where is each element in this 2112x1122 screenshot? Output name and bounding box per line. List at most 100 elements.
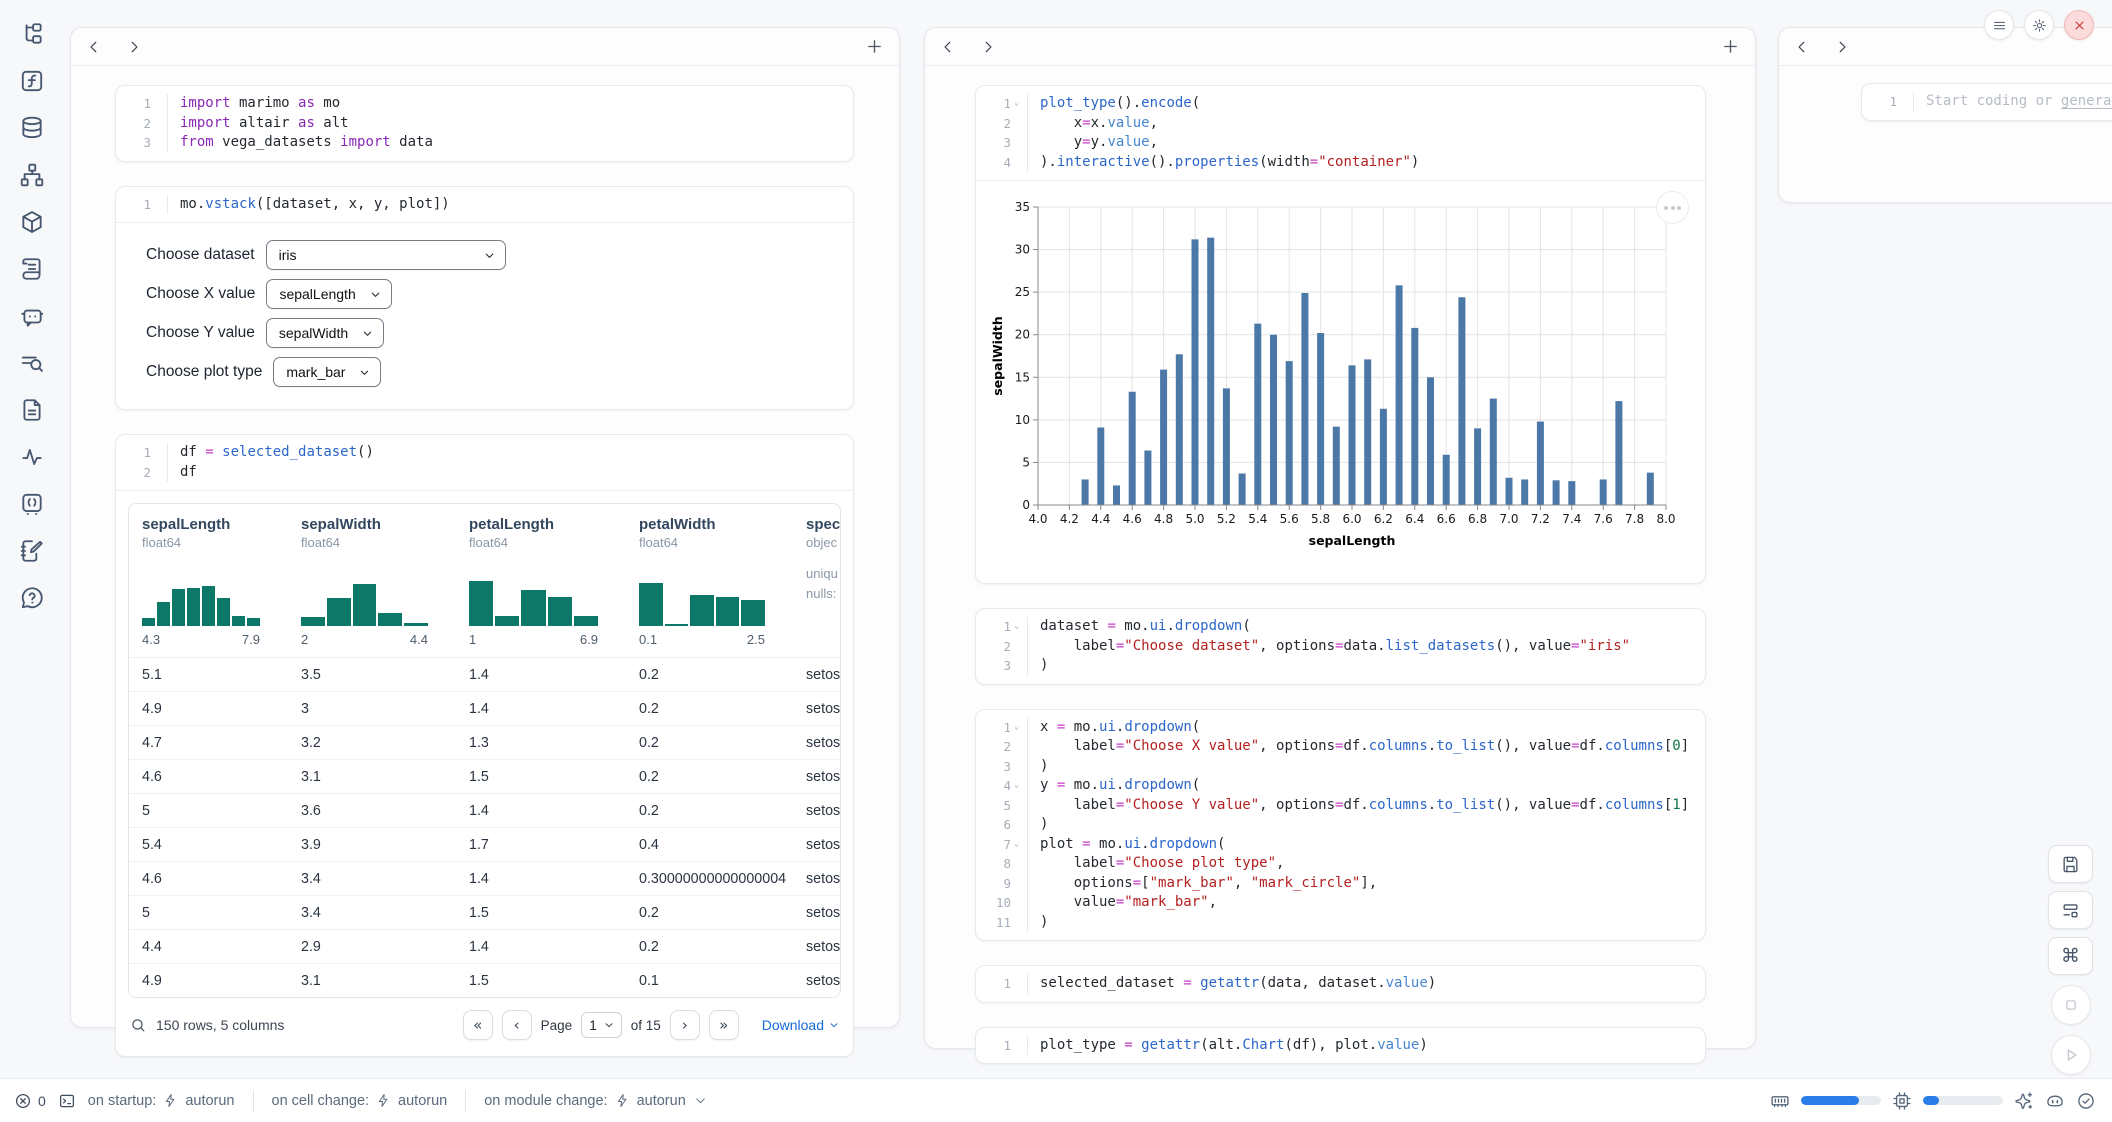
svg-text:10: 10 [1015, 413, 1030, 427]
altair-bar-chart[interactable]: 4.04.24.44.64.85.05.25.45.65.86.06.26.46… [990, 195, 1697, 567]
bot-chat-icon [19, 303, 45, 329]
y-value-select[interactable]: sepalWidth [266, 318, 384, 348]
sidebar-item-snippets[interactable] [14, 486, 50, 522]
search-icon[interactable] [130, 1017, 147, 1034]
download-button[interactable]: Download [762, 1017, 839, 1033]
column-histogram [639, 562, 765, 626]
x-value-select[interactable]: sepalLength [266, 279, 391, 309]
on-module-change-setting[interactable]: on module change: autorun [484, 1093, 708, 1109]
sidebar-item-outline[interactable] [14, 392, 50, 428]
run-button[interactable] [2051, 1035, 2091, 1075]
add-column-button[interactable] [1722, 38, 1739, 55]
sidebar-item-ai-chat[interactable] [14, 298, 50, 334]
first-page-button[interactable]: « [463, 1010, 493, 1040]
move-column-right-button[interactable] [127, 40, 141, 54]
column-header-speci[interactable]: speciobjecuniqunulls: [793, 516, 841, 647]
code-editor[interactable]: 1selected_dataset = getattr(data, datase… [976, 966, 1705, 1002]
prev-page-button[interactable]: ‹ [502, 1010, 532, 1040]
column-histogram [142, 562, 260, 626]
svg-text:5.0: 5.0 [1185, 512, 1204, 526]
dataframe-output: sepalLengthfloat644.37.9sepalWidthfloat6… [116, 503, 853, 1056]
column-header-sepalLength[interactable]: sepalLengthfloat644.37.9 [129, 516, 288, 647]
code-placeholder[interactable]: Start coding or generate with [1913, 92, 2112, 112]
on-cell-change-setting[interactable]: on cell change: autorun [272, 1093, 448, 1109]
menu-button[interactable] [1984, 10, 2014, 40]
cell-dataframe[interactable]: 1df = selected_dataset()2df sepalLengthf… [115, 434, 854, 1057]
cell-plot-type[interactable]: 1plot_type = getattr(alt.Chart(df), plot… [975, 1027, 1706, 1065]
notebook-pen-icon [19, 538, 45, 564]
sidebar-item-variables[interactable] [14, 63, 50, 99]
cell-chart[interactable]: 1⌄plot_type().encode(2 x=x.value,3 y=y.v… [975, 85, 1706, 584]
plot-type-select[interactable]: mark_bar [273, 357, 381, 387]
widget-label: Choose dataset [146, 246, 255, 264]
chart-actions-button[interactable] [1656, 191, 1689, 224]
sidebar-item-datasources[interactable] [14, 110, 50, 146]
connection-status-button[interactable] [2076, 1091, 2096, 1111]
column-header-sepalWidth[interactable]: sepalWidthfloat6424.4 [288, 516, 456, 647]
column-header-petalLength[interactable]: petalLengthfloat6416.9 [456, 516, 626, 647]
select-value: sepalWidth [279, 325, 348, 341]
lightning-bolt-icon [615, 1093, 630, 1108]
shutdown-button[interactable] [2064, 10, 2094, 40]
table-row: 53.61.40.2setos [129, 793, 840, 827]
stop-icon [2062, 996, 2080, 1014]
code-editor[interactable]: 1⌄dataset = mo.ui.dropdown(2 label="Choo… [976, 609, 1705, 684]
cell-empty[interactable]: 1 Start coding or generate with [1861, 83, 2112, 121]
column-histogram [469, 562, 598, 626]
status-bar: 0 on startup: autorun on cell change: au… [0, 1078, 2112, 1122]
code-editor[interactable]: 1df = selected_dataset()2df [116, 435, 853, 491]
errors-button[interactable]: 0 [14, 1092, 46, 1110]
svg-text:4.6: 4.6 [1123, 512, 1142, 526]
last-page-button[interactable]: » [709, 1010, 739, 1040]
sidebar-item-tracing[interactable] [14, 439, 50, 475]
chevron-down-icon [362, 328, 373, 339]
code-editor[interactable]: 1import marimo as mo2import altair as al… [116, 86, 853, 161]
select-value: sepalLength [279, 286, 355, 302]
move-column-left-button[interactable] [941, 40, 955, 54]
code-editor[interactable]: 1⌄x = mo.ui.dropdown(2 label="Choose X v… [976, 710, 1705, 941]
code-editor[interactable]: 1⌄plot_type().encode(2 x=x.value,3 y=y.v… [976, 86, 1705, 181]
sidebar [0, 0, 64, 1078]
cell-dataset-dropdown[interactable]: 1⌄dataset = mo.ui.dropdown(2 label="Choo… [975, 608, 1706, 685]
code-editor[interactable]: 1plot_type = getattr(alt.Chart(df), plot… [976, 1028, 1705, 1064]
column-header-petalWidth[interactable]: petalWidthfloat640.12.5 [626, 516, 793, 647]
page-select[interactable]: 1 [581, 1012, 622, 1038]
move-column-right-button[interactable] [981, 40, 995, 54]
sidebar-item-dependency-graph[interactable] [14, 157, 50, 193]
code-editor[interactable]: 1mo.vstack([dataset, x, y, plot]) [116, 187, 853, 224]
chart-output[interactable]: 4.04.24.44.64.85.05.25.45.65.86.06.26.46… [976, 181, 1705, 583]
settings-button[interactable] [2024, 10, 2054, 40]
sidebar-item-files[interactable] [14, 16, 50, 52]
setting-label: on cell change: [272, 1093, 370, 1109]
move-column-left-button[interactable] [1795, 40, 1809, 54]
command-palette-button[interactable]: ⌘ [2048, 937, 2093, 975]
add-column-button[interactable] [866, 38, 883, 55]
copilot-button[interactable] [2045, 1091, 2065, 1111]
setting-value: autorun [637, 1093, 686, 1109]
cell-selected-dataset[interactable]: 1selected_dataset = getattr(data, datase… [975, 965, 1706, 1003]
cell-xy-plot-dropdowns[interactable]: 1⌄x = mo.ui.dropdown(2 label="Choose X v… [975, 709, 1706, 942]
save-button[interactable] [2048, 845, 2093, 883]
dataset-select[interactable]: iris [266, 240, 506, 270]
page-of-label: of 15 [631, 1018, 661, 1033]
sidebar-item-documentation[interactable] [14, 251, 50, 287]
next-page-button[interactable]: › [670, 1010, 700, 1040]
sidebar-item-scratchpad[interactable] [14, 533, 50, 569]
sidebar-item-help[interactable] [14, 580, 50, 616]
stop-button[interactable] [2051, 985, 2091, 1025]
terminal-button[interactable] [58, 1092, 76, 1110]
cell-vstack[interactable]: 1mo.vstack([dataset, x, y, plot]) Choose… [115, 186, 854, 411]
move-column-left-button[interactable] [87, 40, 101, 54]
sidebar-item-logs[interactable] [14, 345, 50, 381]
cell-imports[interactable]: 1import marimo as mo2import altair as al… [115, 85, 854, 162]
code-editor[interactable]: 1 Start coding or generate with [1862, 84, 2112, 120]
check-circle-icon [2076, 1091, 2096, 1111]
memory-icon [1770, 1091, 1790, 1111]
layout-button[interactable] [2048, 891, 2093, 929]
sidebar-item-packages[interactable] [14, 204, 50, 240]
ai-assist-button[interactable] [2014, 1091, 2034, 1111]
generate-with-ai-link[interactable]: generate [2061, 93, 2112, 109]
move-column-right-button[interactable] [1835, 40, 1849, 54]
on-startup-setting[interactable]: on startup: autorun [88, 1093, 235, 1109]
sparkles-icon [2014, 1091, 2034, 1111]
